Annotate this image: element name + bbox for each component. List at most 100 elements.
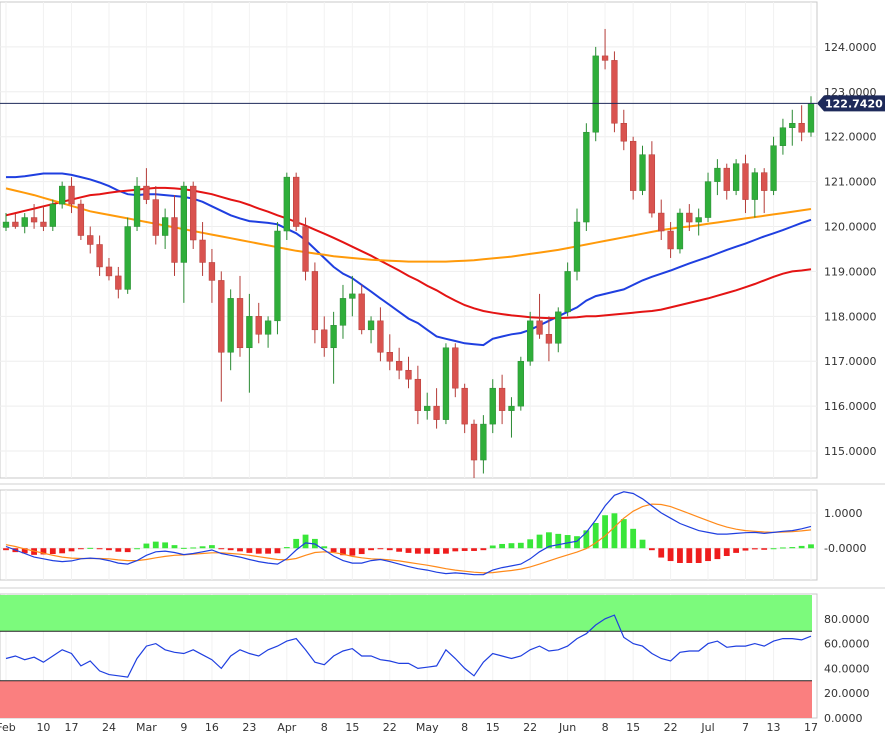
macd-histogram-bar (190, 547, 197, 549)
candle (227, 289, 234, 371)
candle (639, 145, 646, 196)
macd-histogram-bar (770, 548, 777, 550)
y-tick-label: 1.0000 (824, 507, 863, 520)
candle (236, 275, 244, 357)
macd-histogram-bar (630, 528, 637, 549)
candle (246, 293, 253, 393)
candle-body (349, 293, 356, 299)
candle-body (798, 122, 805, 133)
candle (143, 168, 150, 205)
candle-body (274, 230, 281, 322)
candle (152, 186, 159, 245)
candle (611, 51, 618, 133)
candle (274, 222, 281, 335)
macd-histogram-bar (546, 532, 552, 549)
x-tick-label: May (416, 721, 439, 734)
macd-histogram-bar (527, 539, 534, 549)
macd-histogram-bar (602, 515, 608, 549)
candle (190, 181, 197, 249)
x-tick-label: Jul (700, 721, 714, 734)
candle-body (77, 203, 85, 236)
candle (779, 118, 787, 155)
candle (424, 392, 431, 420)
macd-histogram-bar (265, 548, 271, 554)
macd-histogram-bar (686, 548, 693, 563)
candle (751, 168, 758, 218)
candle (517, 356, 524, 411)
candle (77, 199, 85, 240)
x-tick-label: 24 (102, 721, 116, 734)
candle-body (742, 163, 749, 200)
macd-histogram-bar (761, 548, 768, 550)
candle-body (461, 387, 468, 425)
macd-histogram-bar (218, 548, 225, 550)
candle (620, 109, 627, 151)
candle (133, 177, 141, 232)
candle (704, 172, 712, 223)
candle-body (592, 55, 599, 133)
x-tick-label: 23 (242, 721, 256, 734)
macd-histogram-bar (321, 546, 328, 549)
candle (367, 316, 375, 344)
candle-body (21, 217, 28, 227)
candle (264, 316, 272, 348)
candle-body (12, 221, 19, 227)
macd-histogram-bar (695, 548, 702, 563)
rsi-line (5, 614, 812, 678)
x-tick-label: 10 (36, 721, 50, 734)
macd-histogram-bar (714, 548, 721, 560)
macd-histogram-bar (77, 548, 84, 550)
candle-body (611, 60, 618, 124)
candle-body (96, 244, 103, 268)
macd-histogram-bar (677, 548, 683, 563)
y-tick-label: 124.0000 (824, 41, 877, 54)
candle (676, 208, 684, 254)
candle-body (573, 221, 581, 272)
macd-histogram-bar (115, 548, 122, 552)
macd-histogram-bar (87, 547, 94, 549)
candle (405, 356, 412, 389)
candle (21, 213, 28, 234)
macd-histogram-bar (134, 548, 140, 550)
candle-body (620, 122, 627, 142)
candle (377, 307, 384, 362)
macd-histogram-bar (564, 535, 571, 549)
candle (761, 168, 768, 214)
candle-body (59, 185, 66, 205)
y-tick-label: 115.0000 (824, 445, 877, 458)
candle (105, 257, 113, 281)
candle (199, 222, 206, 276)
candle-body (386, 352, 393, 362)
macd-histogram-bar (508, 543, 515, 549)
y-tick-label: 118.0000 (824, 310, 877, 323)
candle-body (152, 199, 159, 236)
candle (770, 136, 777, 196)
candle-body (433, 405, 440, 420)
candle (2, 213, 10, 232)
y-tick-label: 40.0000 (824, 662, 870, 675)
macd-histogram-bar (658, 548, 665, 558)
macd-histogram-bar (180, 547, 187, 549)
candle-body (714, 167, 721, 182)
y-tick-label: 122.0000 (824, 131, 877, 144)
candle-body (302, 226, 309, 272)
oversold-zone (0, 680, 812, 718)
candle-body (143, 185, 150, 200)
candle (59, 181, 66, 209)
macd-histogram-bar (396, 548, 403, 552)
y-tick-label: 60.0000 (824, 638, 870, 651)
candle-body (330, 325, 337, 349)
candle-body (770, 145, 777, 191)
candle-body (676, 212, 684, 250)
candle-body (470, 423, 478, 461)
candle-body (321, 329, 328, 349)
candle (96, 235, 103, 276)
candle (742, 154, 749, 214)
candle-body (452, 347, 459, 389)
candle-body (115, 275, 122, 290)
x-tick-label: 8 (461, 721, 468, 734)
candle (283, 172, 290, 240)
current-price-label: 122.7420 (825, 97, 883, 110)
candle-body (498, 387, 506, 411)
candle (30, 204, 38, 229)
